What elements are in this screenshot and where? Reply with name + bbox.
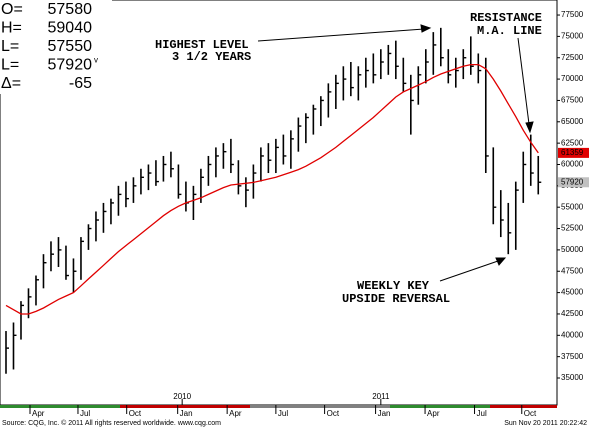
strip-segment (120, 405, 250, 408)
year-label: 2011 (372, 392, 390, 401)
date-strip (0, 405, 557, 408)
quote-label: O= (1, 1, 23, 18)
arrow (517, 37, 530, 125)
quote-value: 59040 (48, 20, 93, 37)
y-tick-label: 35000 (561, 373, 584, 382)
y-tick-label: 72500 (561, 53, 584, 62)
annotation: RESISTANCE (470, 11, 542, 25)
x-tick-label: Oct (129, 409, 142, 418)
x-tick-label: Apr (32, 409, 45, 418)
x-tick-label: Jul (477, 409, 487, 418)
y-tick-label: 40000 (561, 330, 584, 339)
y-tick-label: 45000 (561, 288, 584, 297)
x-tick-label: Jul (80, 409, 90, 418)
annotation-arrows (257, 24, 534, 282)
arrow-head (525, 121, 534, 134)
x-tick-label: Oct (524, 409, 537, 418)
arrow (439, 260, 499, 282)
x-tick-label: Oct (327, 409, 340, 418)
y-tick-label: 77500 (561, 10, 584, 19)
arrow (257, 28, 425, 42)
y-tick-label: 50000 (561, 245, 584, 254)
quote-label: L= (1, 38, 19, 55)
y-tick-label: 47500 (561, 266, 584, 275)
close-value-label: 57920 (561, 177, 584, 186)
quote-label: Δ= (1, 75, 21, 92)
strip-segment (490, 405, 557, 408)
y-tick-label: 65000 (561, 117, 584, 126)
y-tick-label: 42500 (561, 309, 584, 318)
quote-value: 57580 (48, 1, 93, 18)
strip-segment (390, 405, 490, 408)
quote-value: 57920 (48, 57, 93, 74)
ma-value-label: 61359 (561, 148, 584, 157)
quote-value: 57550 (48, 38, 93, 55)
quote-label: H= (1, 20, 22, 37)
y-tick-label: 52500 (561, 224, 584, 233)
x-tick-label: Apr (427, 409, 440, 418)
strip-segment (250, 405, 390, 408)
quote-label: L= (1, 57, 19, 74)
annotation: HIGHEST LEVEL (155, 38, 249, 52)
y-tick-label: 70000 (561, 74, 584, 83)
y-tick-label: 60000 (561, 160, 584, 169)
footer-date: Sun Nov 20 2011 20:22:42 (504, 420, 587, 427)
x-tick-label: Jul (278, 409, 288, 418)
moving-average (5, 63, 539, 315)
arrow-head (420, 24, 432, 33)
marks (5, 27, 542, 374)
y-tick-label: 37500 (561, 352, 584, 361)
x-tick-label: Jan (180, 409, 193, 418)
quote-flag: v (94, 56, 98, 65)
quote-box (0, 0, 112, 94)
x-tick-label: Jan (378, 409, 391, 418)
annotation: M.A. LINE (477, 24, 542, 38)
strip-segment (0, 405, 120, 408)
y-tick-label: 55000 (561, 202, 584, 211)
quote: O= 57580 H= 59040 L= 57550 L= 57920 v Δ= -65 (1, 1, 98, 92)
ma-value-box (558, 147, 589, 158)
close-value-box (558, 177, 589, 188)
y-tick-label: 75000 (561, 31, 584, 40)
arrow-head (495, 257, 507, 266)
annotation: UPSIDE REVERSAL (342, 292, 450, 306)
x-tick-label: Apr (229, 409, 242, 418)
annotation: WEEKLY KEY (357, 279, 430, 293)
y-tick-label: 67500 (561, 96, 584, 105)
year-label: 2010 (173, 392, 191, 401)
y-tick-label: 62500 (561, 138, 584, 147)
quote-value: -65 (69, 75, 92, 92)
annotation: 3 1/2 YEARS (172, 50, 251, 64)
footer-source: Source: CQG, Inc. © 2011 All rights rese… (2, 419, 221, 427)
